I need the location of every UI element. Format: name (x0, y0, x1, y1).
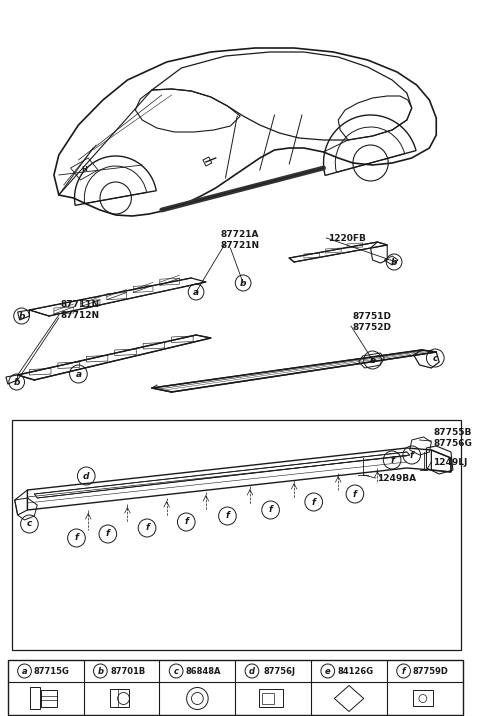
Text: f: f (184, 518, 188, 526)
Text: c: c (174, 667, 179, 675)
Text: f: f (74, 533, 78, 543)
Text: f: f (226, 511, 229, 521)
Text: 1220FB: 1220FB (328, 233, 366, 243)
Text: H: H (82, 166, 87, 172)
Text: a: a (193, 288, 199, 296)
Text: b: b (97, 667, 103, 675)
Text: b: b (13, 377, 20, 387)
Text: d: d (249, 667, 255, 675)
Text: 87711N
87712N: 87711N 87712N (61, 299, 100, 320)
Bar (110, 689, 130, 707)
Text: f: f (145, 523, 149, 533)
Text: 87721A
87721N: 87721A 87721N (221, 230, 260, 251)
Text: f: f (353, 490, 357, 498)
Text: b: b (391, 258, 397, 266)
Text: 87756J: 87756J (263, 667, 295, 675)
Text: 1249LJ: 1249LJ (433, 458, 468, 467)
Text: d: d (83, 472, 90, 480)
Text: 84126G: 84126G (337, 667, 373, 675)
Bar (41, 690, 57, 707)
Text: 86848A: 86848A (186, 667, 221, 675)
Bar (413, 690, 432, 705)
Text: 87751D
87752D: 87751D 87752D (353, 311, 392, 332)
Text: f: f (390, 455, 394, 465)
Text: f: f (106, 530, 110, 538)
Text: e: e (370, 356, 376, 364)
Text: 87701B: 87701B (110, 667, 145, 675)
Bar (260, 689, 283, 707)
Text: f: f (269, 505, 273, 515)
Text: 1249BA: 1249BA (377, 473, 417, 483)
Text: a: a (22, 667, 27, 675)
Bar (263, 692, 274, 704)
Text: e: e (325, 667, 331, 675)
Text: a: a (75, 369, 82, 379)
Bar (30, 687, 40, 709)
Text: f: f (410, 450, 414, 460)
Text: c: c (432, 354, 438, 362)
Text: 87715G: 87715G (34, 667, 70, 675)
Text: b: b (240, 279, 246, 288)
Text: 87755B
87756G: 87755B 87756G (433, 427, 472, 448)
Text: b: b (18, 311, 25, 321)
Text: f: f (312, 498, 316, 506)
Text: c: c (27, 520, 32, 528)
Text: 87759D: 87759D (413, 667, 449, 675)
Text: f: f (402, 667, 406, 675)
